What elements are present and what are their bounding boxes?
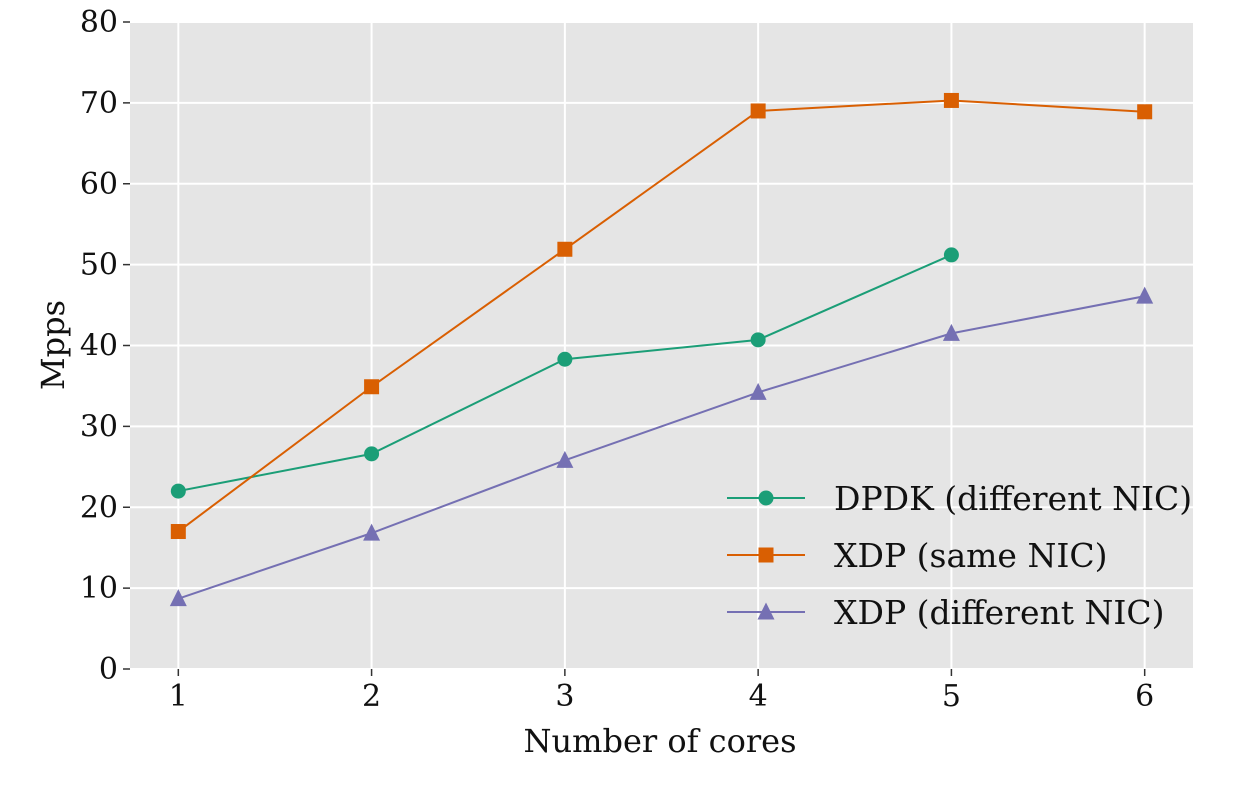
- legend-label: XDP (different NIC): [834, 593, 1165, 632]
- x-tick-label: 2: [362, 679, 381, 714]
- data-point: [750, 332, 766, 348]
- x-axis-ticks: 1 2 3 4 5 6: [169, 669, 1154, 714]
- data-point: [169, 589, 187, 607]
- y-axis-ticks: 0 10 20 30 40 50 60 70 80: [80, 5, 130, 687]
- series-triangle: [169, 286, 1154, 607]
- data-point: [363, 523, 381, 541]
- x-tick-label: 4: [749, 679, 768, 714]
- x-tick-label: 3: [555, 679, 574, 714]
- y-tick-label: 80: [80, 5, 118, 40]
- data-point: [750, 103, 766, 119]
- series-line: [177, 99, 1145, 533]
- data-point: [170, 524, 186, 540]
- data-point: [556, 450, 574, 468]
- y-axis-title: Mpps: [34, 300, 72, 390]
- data-point: [1136, 286, 1154, 304]
- series-line: [177, 295, 1145, 600]
- data-point: [1137, 104, 1153, 120]
- data-point: [749, 382, 767, 400]
- x-tick-label: 5: [942, 679, 961, 714]
- data-point: [943, 92, 959, 108]
- data-point: [943, 247, 959, 263]
- legend-entry: XDP (different NIC): [727, 593, 1165, 632]
- x-axis-title: Number of cores: [524, 722, 797, 760]
- y-tick-label: 0: [99, 652, 118, 687]
- legend-entry: XDP (same NIC): [727, 536, 1107, 575]
- data-point: [557, 241, 573, 257]
- data-point: [942, 323, 960, 341]
- data-point: [170, 483, 186, 499]
- y-tick-label: 10: [80, 571, 118, 606]
- y-tick-label: 70: [80, 86, 118, 121]
- data-point: [364, 446, 380, 462]
- legend-marker: [757, 602, 775, 620]
- y-tick-label: 60: [80, 167, 118, 202]
- x-tick-label: 1: [169, 679, 188, 714]
- legend-entry: DPDK (different NIC): [727, 479, 1192, 518]
- series-circle: [170, 247, 959, 499]
- legend-marker: [758, 490, 774, 506]
- legend-label: XDP (same NIC): [834, 536, 1107, 575]
- x-tick-label: 6: [1135, 679, 1154, 714]
- legend-marker: [758, 547, 774, 563]
- y-tick-label: 40: [80, 329, 118, 364]
- series-layer: [169, 92, 1154, 607]
- series-square: [170, 92, 1153, 540]
- legend-label: DPDK (different NIC): [834, 479, 1192, 518]
- legend: DPDK (different NIC) XDP (same NIC) XDP (d…: [727, 479, 1192, 632]
- data-point: [557, 351, 573, 367]
- y-tick-label: 30: [80, 409, 118, 444]
- y-tick-label: 20: [80, 490, 118, 525]
- data-point: [364, 379, 380, 395]
- y-tick-label: 50: [80, 248, 118, 283]
- grid-lines: [130, 21, 1193, 670]
